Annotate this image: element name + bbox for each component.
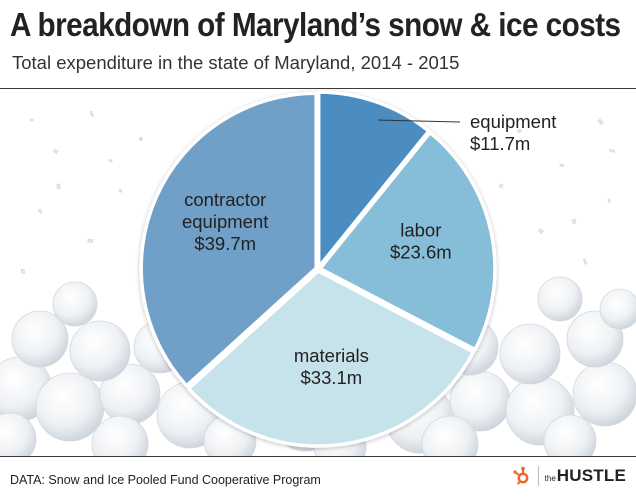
brand-wordmark: the HUSTLE	[545, 466, 626, 486]
snow-fleck	[108, 158, 113, 163]
snowball	[499, 323, 561, 385]
snow-fleck	[597, 118, 604, 126]
snow-fleck	[89, 110, 94, 117]
snowball	[52, 281, 98, 327]
pie-slices	[139, 90, 497, 448]
snowball	[599, 288, 636, 330]
snow-fleck	[138, 136, 144, 142]
snow-fleck	[118, 188, 123, 193]
snowball	[543, 414, 597, 456]
pie-slice-labor	[318, 130, 497, 352]
snow-fleck	[29, 118, 34, 122]
slice-category-label: materials	[294, 345, 369, 366]
snowball	[35, 372, 105, 442]
slice-category-label: equipment	[182, 211, 268, 232]
snowball	[537, 276, 583, 322]
brand-logo: the HUSTLE	[512, 466, 626, 486]
snow-fleck	[559, 163, 565, 167]
snow-fleck	[516, 128, 522, 134]
snowball	[11, 310, 69, 368]
snow-fleck	[52, 148, 59, 155]
slice-value-label: $23.6m	[390, 242, 452, 263]
snowball	[572, 361, 636, 427]
snowball	[69, 320, 131, 382]
snow-fleck	[498, 183, 504, 188]
snow-fleck	[608, 148, 616, 153]
slice-value-label: $33.1m	[301, 367, 363, 388]
snow-fleck	[538, 228, 544, 234]
snow-fleck	[87, 238, 94, 243]
pie-chart: equipment$11.7mlabor$23.6mmaterials$33.1…	[0, 90, 636, 456]
pie-slice-equipment	[316, 90, 431, 269]
data-source-note: DATA: Snow and Ice Pooled Fund Cooperati…	[10, 473, 321, 487]
top-divider	[0, 88, 636, 89]
slice-category-label: labor	[400, 220, 441, 241]
snow-fleck	[37, 208, 43, 214]
snowball	[91, 415, 149, 456]
slice-value-label: $39.7m	[194, 233, 256, 254]
hubspot-sprocket-icon	[513, 466, 529, 485]
snowball	[421, 415, 479, 456]
pie-slice-contractor-equipment	[139, 91, 318, 388]
brand-divider	[537, 466, 539, 486]
equipment-leader-line	[377, 119, 461, 123]
bottom-divider	[0, 456, 636, 457]
slice-category-label: contractor	[184, 189, 266, 210]
snow-fleck	[571, 218, 577, 225]
slice-labels: equipment$11.7mlabor$23.6mmaterials$33.1…	[182, 111, 556, 388]
snow-fleck	[56, 183, 61, 190]
snow-fleck	[607, 198, 611, 203]
snow-fleck	[582, 258, 588, 265]
snow-fleck	[20, 268, 26, 274]
brand-prefix: the	[544, 474, 556, 483]
pie-slice-materials	[186, 269, 476, 448]
snowball	[0, 412, 37, 456]
brand-name: HUSTLE	[556, 466, 626, 485]
chart-subtitle: Total expenditure in the state of Maryla…	[12, 52, 460, 73]
slice-value-label: $11.7m	[470, 133, 530, 154]
chart-title: A breakdown of Maryland’s snow & ice cos…	[10, 6, 621, 43]
slice-category-label: equipment	[470, 111, 556, 132]
